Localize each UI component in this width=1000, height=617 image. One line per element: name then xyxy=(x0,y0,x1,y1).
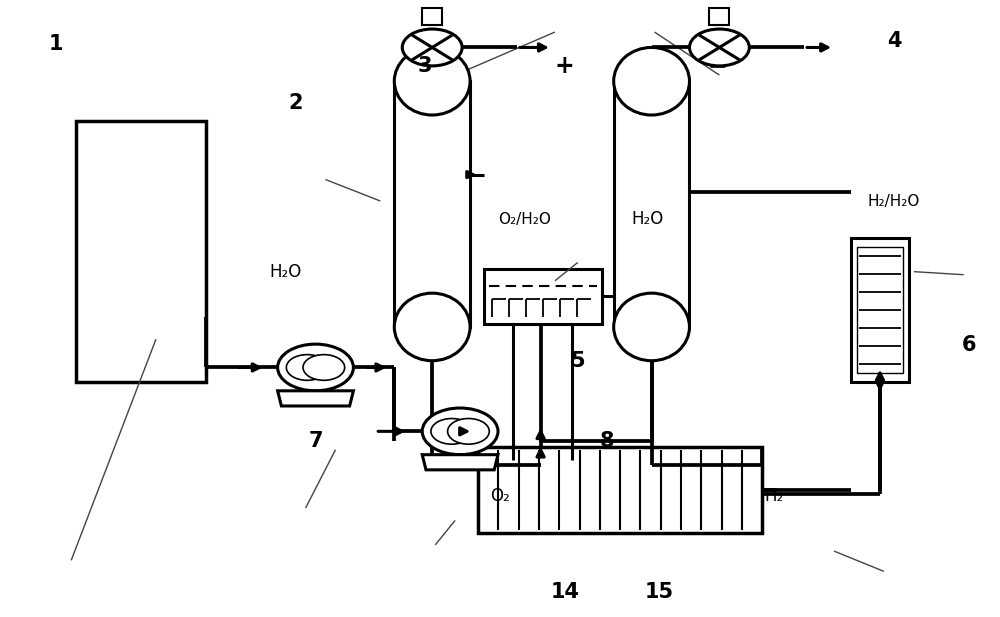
Circle shape xyxy=(448,418,489,444)
Text: 6: 6 xyxy=(961,336,976,355)
Text: 8: 8 xyxy=(599,431,614,450)
Circle shape xyxy=(431,418,473,444)
Text: +: + xyxy=(555,54,575,78)
Text: 1: 1 xyxy=(49,35,63,54)
Polygon shape xyxy=(278,391,353,406)
Bar xyxy=(394,81,470,327)
Circle shape xyxy=(303,355,345,380)
Text: 2: 2 xyxy=(288,93,303,113)
Bar xyxy=(422,7,442,25)
Circle shape xyxy=(278,344,353,391)
Ellipse shape xyxy=(614,48,689,115)
Bar xyxy=(857,247,903,373)
Ellipse shape xyxy=(394,48,470,115)
Text: O₂/H₂O: O₂/H₂O xyxy=(498,212,551,227)
Text: −: − xyxy=(708,54,727,78)
Text: 15: 15 xyxy=(645,582,674,602)
Ellipse shape xyxy=(394,293,470,361)
Bar xyxy=(851,238,909,382)
Text: H₂O: H₂O xyxy=(631,210,664,228)
Bar xyxy=(484,268,602,324)
Text: H₂/H₂O: H₂/H₂O xyxy=(868,194,920,209)
Text: H₂O: H₂O xyxy=(269,263,302,281)
Circle shape xyxy=(286,355,328,380)
Bar xyxy=(478,447,762,532)
Bar xyxy=(76,121,206,382)
Text: 14: 14 xyxy=(550,582,579,602)
Bar xyxy=(709,7,729,25)
Circle shape xyxy=(422,408,498,455)
Polygon shape xyxy=(422,455,498,470)
Text: 5: 5 xyxy=(570,350,585,371)
Circle shape xyxy=(402,29,462,66)
Text: O₂: O₂ xyxy=(490,487,510,505)
Text: 7: 7 xyxy=(308,431,323,450)
Text: 3: 3 xyxy=(418,56,432,76)
Text: H₂: H₂ xyxy=(765,487,784,505)
Text: 4: 4 xyxy=(887,31,901,51)
Circle shape xyxy=(689,29,749,66)
Bar xyxy=(614,81,689,327)
Ellipse shape xyxy=(614,293,689,361)
